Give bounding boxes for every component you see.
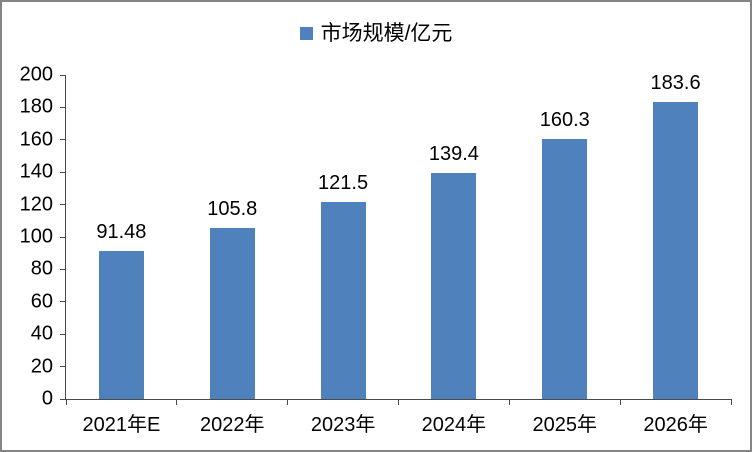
y-axis-label: 60: [30, 290, 53, 313]
y-tick: [60, 204, 66, 206]
y-axis-label: 100: [19, 225, 53, 248]
bar-value-label: 121.5: [318, 172, 369, 195]
y-tick: [60, 333, 66, 335]
y-tick: [60, 236, 66, 238]
bar-value-label: 160.3: [539, 109, 590, 132]
y-axis-label: 0: [41, 387, 53, 410]
x-axis-label: 2026年: [643, 414, 708, 436]
y-tick: [60, 366, 66, 368]
x-tick: [176, 399, 178, 405]
y-axis-label: 40: [30, 322, 53, 345]
y-tick: [60, 106, 66, 108]
y-tick: [60, 301, 66, 303]
bar: [653, 101, 699, 399]
y-axis-label: 120: [19, 193, 53, 216]
y-tick: [60, 74, 66, 76]
x-axis-label: 2025年: [532, 414, 598, 436]
plot-area: 0 20 40 60 80 100 120 140 160 180 200 2021年E 91.48 20…: [20, 64, 732, 436]
x-axis-label: 2022年: [200, 414, 265, 436]
legend: 市场规模/亿元: [2, 22, 750, 45]
bar: [542, 139, 588, 399]
x-tick: [65, 399, 67, 405]
y-axis-label: 200: [19, 63, 53, 86]
x-tick: [398, 399, 399, 405]
x-axis-label: 2024年: [421, 414, 487, 436]
legend-label: 市场规模/亿元: [320, 22, 453, 45]
bar-value-label: 139.4: [428, 143, 479, 166]
bar: [320, 202, 366, 399]
bar: [209, 227, 255, 399]
bar: [98, 250, 144, 399]
y-tick: [60, 268, 66, 270]
x-tick: [619, 399, 621, 405]
y-tick: [60, 398, 66, 400]
x-tick: [287, 399, 289, 405]
y-axis-label: 180: [19, 95, 53, 118]
bar-value-label: 105.8: [207, 197, 258, 220]
x-tick: [508, 399, 510, 405]
bar-value-label: 91.48: [96, 220, 147, 243]
y-axis-label: 80: [30, 257, 53, 280]
bar: [431, 173, 477, 399]
legend-marker-icon: [299, 27, 313, 41]
x-tick: [730, 399, 732, 405]
y-tick: [60, 139, 66, 141]
y-axis-label: 20: [30, 355, 53, 378]
bar-value-label: 183.6: [650, 71, 701, 94]
x-axis-label: 2023年: [310, 414, 376, 436]
y-tick: [60, 171, 66, 173]
y-axis-label: 140: [19, 160, 53, 183]
x-axis-label: 2021年E: [82, 414, 161, 436]
y-axis-label: 160: [19, 128, 53, 151]
